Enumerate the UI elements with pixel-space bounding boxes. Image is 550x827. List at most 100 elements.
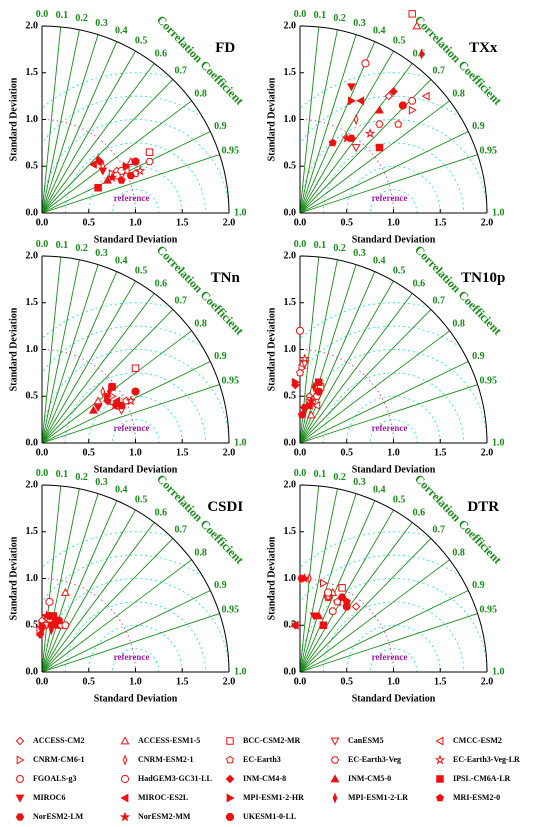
x-tick-label: 1.0	[129, 447, 142, 458]
correlation-line	[299, 384, 478, 444]
legend-label: UKESM1-0-LL	[243, 812, 296, 821]
model-point	[314, 378, 323, 386]
plot-area	[42, 72, 229, 213]
legend-label: BCC-CSM2-MR	[243, 736, 301, 745]
rmse-contour	[42, 531, 229, 672]
correlation-tick-label: 0.0	[294, 468, 307, 479]
correlation-tick-label: 0.3	[95, 477, 108, 488]
correlation-line	[41, 488, 80, 673]
correlation-tick-label: 0.5	[135, 495, 148, 506]
correlation-line	[299, 26, 320, 214]
correlation-tick-label: 0.4	[373, 485, 386, 496]
legend-marker	[332, 792, 338, 804]
legend-marker	[15, 736, 25, 746]
legend-marker	[16, 775, 24, 783]
reference-arc	[299, 119, 394, 214]
correlation-line	[41, 100, 192, 214]
correlation-tick-label: 1.0	[492, 666, 505, 677]
correlation-tick-label: 0.4	[115, 256, 128, 267]
correlation-line	[299, 259, 338, 444]
correlation-line	[299, 330, 450, 444]
correlation-tick-label: 0.8	[194, 547, 207, 558]
panel-title: TNn	[211, 270, 241, 286]
legend-marker	[436, 775, 444, 783]
correlation-tick-label: 0.9	[472, 351, 485, 362]
correlation-tick-label: 0.95	[480, 604, 498, 615]
correlation-tick-label: 0.6	[155, 508, 168, 519]
model-point	[323, 588, 333, 597]
x-tick-label: 0.0	[36, 447, 49, 458]
correlation-tick-label: 0.1	[314, 10, 327, 21]
model-point	[145, 157, 154, 166]
correlation-line	[299, 50, 394, 214]
plot-area	[42, 302, 229, 443]
correlation-tick-label: 0.4	[115, 26, 128, 37]
rmse-contour	[300, 302, 487, 443]
reference-arc	[41, 578, 136, 673]
correlation-tick-label: 0.9	[472, 121, 485, 132]
model-point	[328, 138, 337, 147]
model-point	[94, 184, 102, 192]
x-tick-label: 1.5	[434, 676, 447, 687]
x-tick-label: 0.5	[83, 217, 96, 228]
correlation-tick-label: 0.6	[413, 49, 426, 60]
correlation-tick-label: 0.0	[294, 239, 307, 250]
correlation-line	[41, 613, 220, 673]
legend-marker	[15, 813, 25, 821]
model-point	[297, 572, 303, 585]
correlation-tick-label: 0.5	[393, 495, 406, 506]
correlation-line	[41, 256, 62, 444]
model-point	[100, 385, 106, 398]
x-axis-label: Standard Deviation	[94, 693, 178, 704]
legend-marker	[330, 774, 340, 783]
correlation-tick-label: 0.1	[56, 240, 69, 251]
outer-arc	[299, 484, 488, 673]
correlation-tick-label: 0.2	[75, 472, 88, 483]
correlation-tick-label: 0.5	[135, 36, 148, 47]
correlation-tick-label: 0.6	[155, 279, 168, 290]
x-tick-label: 0.0	[36, 676, 49, 687]
x-tick-label: 1.0	[129, 217, 142, 228]
legend-label: EC-Earth3-Veg	[348, 755, 401, 764]
x-tick-label: 2.0	[223, 447, 236, 458]
model-point	[121, 166, 130, 176]
y-tick-label: 1.0	[26, 573, 39, 584]
y-tick-label: 0.0	[26, 437, 39, 448]
rmse-contour	[300, 72, 487, 213]
panel-title: FD	[215, 40, 235, 56]
x-tick-label: 2.0	[481, 676, 494, 687]
correlation-line	[299, 590, 469, 673]
y-tick-label: 1.5	[284, 297, 297, 308]
x-tick-label: 1.0	[387, 217, 400, 228]
legend-label: INM-CM5-0	[348, 774, 391, 783]
correlation-line	[299, 131, 469, 214]
correlation-tick-label: 0.2	[333, 472, 346, 483]
y-tick-label: 0.5	[284, 391, 297, 402]
correlation-tick-label: 0.2	[333, 243, 346, 254]
y-axis-label: Standard Deviation	[8, 536, 19, 620]
model-point	[135, 165, 146, 176]
panel-title: DTR	[467, 499, 499, 515]
legend-label: CanESM5	[348, 736, 384, 745]
correlation-tick-label: 0.8	[452, 88, 465, 99]
correlation-tick-label: 0.5	[135, 266, 148, 277]
model-point	[375, 120, 384, 128]
legend-marker	[330, 756, 340, 764]
model-point	[419, 48, 424, 60]
correlation-tick-label: 0.7	[433, 525, 446, 536]
model-point	[93, 396, 103, 405]
model-point	[88, 405, 98, 414]
rmse-contour	[300, 325, 487, 443]
outer-arc	[299, 255, 488, 444]
legend-label: EC-Earth3-Veg-LR	[453, 755, 520, 764]
model-point	[320, 578, 329, 588]
model-point	[41, 610, 52, 621]
reference-label: reference	[114, 193, 150, 203]
correlation-line	[41, 559, 192, 673]
model-point	[364, 128, 376, 138]
model-point	[322, 591, 334, 602]
y-tick-label: 1.5	[26, 297, 39, 308]
y-axis-label: Standard Deviation	[8, 77, 19, 161]
x-tick-label: 0.5	[341, 447, 354, 458]
model-point	[295, 368, 305, 377]
